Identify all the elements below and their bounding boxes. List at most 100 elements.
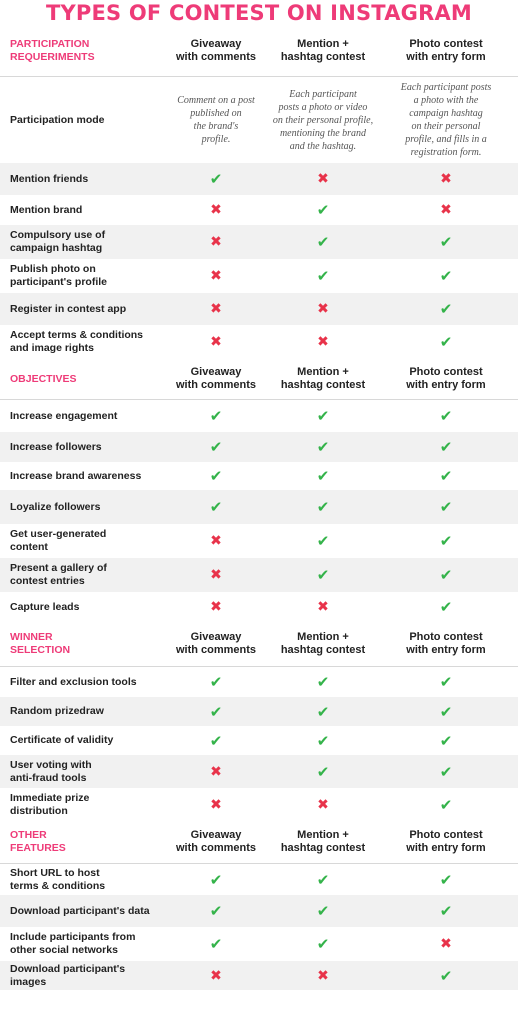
column-header: Photo contest with entry form — [406, 829, 486, 854]
mark-cell: ✔ — [374, 267, 518, 285]
cross-icon: ✖ — [210, 234, 222, 250]
table-row: Increase brand awareness ✔ ✔ ✔ — [0, 462, 518, 490]
mark-cell: ✖ — [160, 797, 272, 813]
mark-cell: ✔ — [374, 796, 518, 814]
table-row: Increase engagement ✔ ✔ ✔ — [0, 400, 518, 432]
row-label: Get user-generated content — [10, 528, 107, 553]
column-header: Giveaway with comments — [175, 366, 257, 391]
cross-icon: ✖ — [210, 567, 222, 583]
table-row: Include participants from other social ne… — [0, 927, 518, 961]
row-label: Download participant's images — [10, 962, 126, 988]
check-icon: ✔ — [439, 598, 453, 616]
table-row: Random prizedraw ✔ ✔ ✔ — [0, 697, 518, 726]
column-header-cell: Mention + hashtag contest — [272, 38, 374, 64]
check-icon: ✔ — [209, 438, 223, 456]
mode-cell: Comment on a post published on the brand's… — [160, 94, 272, 146]
section-label: OBJECTIVES — [10, 372, 77, 385]
cross-icon: ✖ — [317, 301, 329, 317]
mark-cell: ✖ — [374, 936, 518, 952]
check-icon: ✔ — [439, 300, 453, 318]
check-icon: ✔ — [439, 233, 453, 251]
column-header-cell: Mention + hashtag contest — [272, 829, 374, 855]
row-label: Present a gallery of contest entries — [10, 562, 107, 587]
mark-cell: ✖ — [160, 968, 272, 984]
column-header: Mention + hashtag contest — [280, 829, 366, 854]
check-icon: ✔ — [316, 532, 330, 550]
check-icon: ✔ — [316, 566, 330, 584]
column-header: Giveaway with comments — [175, 631, 257, 656]
mark-cell: ✔ — [272, 532, 374, 550]
table-row: Register in contest app ✖ ✖ ✔ — [0, 293, 518, 325]
mark-cell: ✔ — [374, 732, 518, 750]
table-row: Mention brand ✖ ✔ ✖ — [0, 195, 518, 225]
mark-cell: ✔ — [272, 467, 374, 485]
check-icon: ✔ — [439, 731, 453, 750]
mark-cell: ✔ — [374, 467, 518, 485]
cross-icon: ✖ — [210, 763, 222, 780]
row-label: Publish photo on participant's profile — [10, 263, 108, 288]
check-icon: ✔ — [316, 407, 330, 425]
mode-cell: Each participant posts a photo or video on… — [272, 88, 374, 153]
mark-cell: ✔ — [374, 498, 518, 516]
row-label: Increase engagement — [10, 409, 118, 422]
check-icon: ✔ — [209, 870, 223, 889]
cross-icon: ✖ — [317, 334, 329, 350]
check-icon: ✔ — [316, 201, 330, 219]
row-label: Download participant's data — [10, 904, 150, 917]
mark-cell: ✔ — [160, 467, 272, 485]
cross-icon: ✖ — [210, 268, 222, 284]
mode-cell: Each participant posts a photo with the ca… — [374, 81, 518, 159]
mark-cell: ✖ — [160, 334, 272, 350]
table-row: Certificate of validity ✔ ✔ ✔ — [0, 726, 518, 755]
mode-description: Each participant posts a photo with the ca… — [400, 82, 492, 158]
mark-cell: ✔ — [272, 566, 374, 584]
row-label: Filter and exclusion tools — [10, 675, 137, 688]
mark-cell: ✔ — [272, 902, 374, 920]
row-label: Certificate of validity — [10, 734, 114, 746]
mark-cell: ✔ — [374, 871, 518, 889]
mark-cell: ✔ — [374, 673, 518, 691]
row-label: Loyalize followers — [10, 500, 101, 513]
column-header: Photo contest with entry form — [406, 631, 486, 656]
row-label: Random prizedraw — [10, 705, 104, 717]
row-label: User voting with anti-fraud tools — [10, 758, 92, 784]
table-row: Short URL to host terms & conditions ✔ ✔ ✔ — [0, 864, 518, 895]
mode-description: Comment on a post published on the brand's… — [177, 95, 255, 145]
check-icon: ✔ — [209, 731, 223, 750]
row-label: Participation mode — [10, 113, 105, 126]
column-header-cell: Photo contest with entry form — [374, 38, 518, 64]
mark-cell: ✔ — [160, 935, 272, 953]
mark-cell: ✖ — [160, 533, 272, 549]
mark-cell: ✔ — [374, 902, 518, 920]
table-row: Compulsory use of campaign hashtag ✖ ✔ ✔ — [0, 225, 518, 259]
column-header-cell: Giveaway with comments — [160, 38, 272, 64]
check-icon: ✔ — [439, 438, 453, 456]
mark-cell: ✖ — [272, 301, 374, 317]
mark-cell: ✔ — [374, 967, 518, 985]
mark-cell: ✔ — [272, 703, 374, 721]
mark-cell: ✔ — [374, 300, 518, 318]
table-row: Increase followers ✔ ✔ ✔ — [0, 432, 518, 462]
table-row: User voting with anti-fraud tools ✖ ✔ ✔ — [0, 755, 518, 788]
mark-cell: ✖ — [160, 764, 272, 780]
section-header: OBJECTIVES Giveaway with comments Mention +… — [0, 359, 518, 400]
check-icon: ✔ — [316, 673, 330, 691]
row-label: Increase brand awareness — [10, 469, 142, 482]
column-header: Giveaway with comments — [175, 38, 257, 63]
row-label: Mention friends — [10, 172, 89, 185]
section-header: PARTICIPATION REQUERIMENTS Giveaway with co… — [0, 26, 518, 77]
mark-cell: ✖ — [272, 968, 374, 984]
page-title: TYPES OF CONTEST ON INSTAGRAM — [45, 1, 473, 25]
column-header: Photo contest with entry form — [406, 38, 486, 63]
row-label: Accept terms & conditions and image right… — [10, 329, 144, 354]
check-icon: ✔ — [439, 902, 453, 920]
section-header: WINNER SELECTION Giveaway with comments Ment… — [0, 622, 518, 667]
table-row: Immediate prize distribution ✖ ✖ ✔ — [0, 788, 518, 821]
check-icon: ✔ — [209, 902, 223, 920]
row-label: Compulsory use of campaign hashtag — [10, 229, 106, 254]
cross-icon: ✖ — [210, 533, 222, 549]
mark-cell: ✔ — [160, 871, 272, 889]
check-icon: ✔ — [209, 935, 223, 953]
cross-icon: ✖ — [210, 967, 222, 984]
mark-cell: ✖ — [160, 202, 272, 218]
